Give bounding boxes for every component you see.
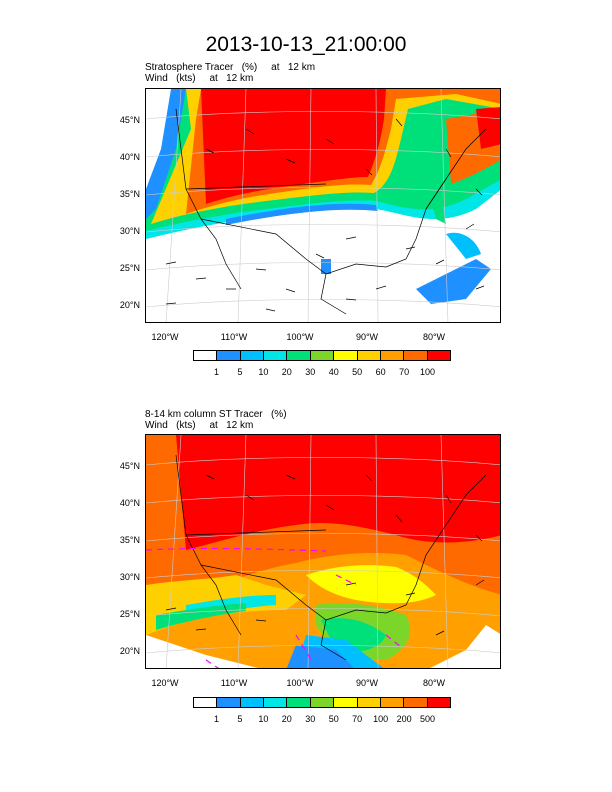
colorbar-cell: [240, 698, 265, 707]
colorbar-cell: [264, 351, 288, 360]
colorbar-cell: [217, 698, 241, 707]
colorbar-label: 1: [213, 367, 219, 377]
panel1-title: Stratosphere Tracer (%) at 12 km: [145, 62, 316, 73]
colorbar-label: 20: [281, 714, 292, 724]
colorbar-label: 50: [352, 367, 363, 377]
colorbar-cell: [334, 698, 358, 707]
colorbar-cell: [194, 351, 218, 360]
panel1-colorbar: [193, 350, 451, 361]
colorbar-label: 5: [237, 367, 243, 377]
panel1-map: [145, 88, 501, 323]
panel2-map-field: [146, 435, 500, 668]
colorbar-label: 500: [420, 714, 436, 724]
panel2-lat-label: 35°N: [119, 535, 140, 545]
colorbar-label: 100: [420, 367, 436, 377]
colorbar-label: 70: [399, 367, 410, 377]
panel2-title: 8-14 km column ST Tracer (%): [145, 409, 287, 420]
panel2-lon-label: 110°W: [220, 678, 248, 688]
colorbar-label: 30: [305, 367, 316, 377]
panel2-lat-label: 40°N: [119, 498, 140, 508]
colorbar-label: 1: [213, 714, 219, 724]
colorbar-cell: [380, 351, 405, 360]
panel2-lat-label: 25°N: [119, 609, 140, 619]
colorbar-label: 200: [396, 714, 412, 724]
colorbar-label: 5: [237, 714, 243, 724]
panel1-lat-label: 40°N: [119, 152, 140, 162]
panel2-colorbar: [193, 697, 451, 708]
colorbar-cell: [217, 351, 241, 360]
panel2-lat-label: 20°N: [119, 646, 140, 656]
colorbar-cell: [240, 351, 265, 360]
panel1-lon-label: 120°W: [151, 332, 179, 342]
colorbar-cell: [357, 351, 381, 360]
colorbar-label: 10: [258, 714, 269, 724]
colorbar-cell: [427, 698, 450, 707]
colorbar-label: 40: [328, 367, 339, 377]
panel1-lat-label: 20°N: [119, 300, 140, 310]
colorbar-cell: [334, 351, 358, 360]
colorbar-cell: [287, 698, 311, 707]
panel2-lon-label: 90°W: [355, 678, 379, 688]
panel1-lat-label: 25°N: [119, 263, 140, 273]
colorbar-cell: [380, 698, 405, 707]
colorbar-label: 60: [375, 367, 386, 377]
panel1-wind-label: Wind (kts) at 12 km: [145, 73, 254, 84]
panel2-lon-label: 120°W: [151, 678, 179, 688]
colorbar-label: 10: [258, 367, 269, 377]
panel2-lat-label: 45°N: [119, 461, 140, 471]
colorbar-cell: [310, 351, 335, 360]
panel1-lat-label: 35°N: [119, 189, 140, 199]
panel1-map-field: [146, 89, 500, 322]
colorbar-label: 50: [328, 714, 339, 724]
panel1-lon-label: 80°W: [422, 332, 446, 342]
panel1-lon-label: 90°W: [355, 332, 379, 342]
panel1-lat-label: 30°N: [119, 226, 140, 236]
colorbar-cell: [287, 351, 311, 360]
colorbar-cell: [427, 351, 450, 360]
panel2-map: [145, 434, 501, 669]
colorbar-cell: [310, 698, 335, 707]
colorbar-cell: [404, 351, 428, 360]
panel2-lon-label: 100°W: [286, 678, 314, 688]
colorbar-label: 70: [352, 714, 363, 724]
panel2-lon-label: 80°W: [422, 678, 446, 688]
colorbar-cell: [357, 698, 381, 707]
colorbar-label: 30: [305, 714, 316, 724]
panel1-lon-label: 100°W: [286, 332, 314, 342]
colorbar-label: 100: [373, 714, 389, 724]
colorbar-cell: [404, 698, 428, 707]
panel1-lon-label: 110°W: [220, 332, 248, 342]
colorbar-label: 20: [281, 367, 292, 377]
panel1-lat-label: 45°N: [119, 115, 140, 125]
page-title: 2013-10-13_21:00:00: [205, 33, 407, 56]
colorbar-cell: [264, 698, 288, 707]
panel2-lat-label: 30°N: [119, 572, 140, 582]
panel2-wind-label: Wind (kts) at 12 km: [145, 420, 254, 431]
colorbar-cell: [194, 698, 218, 707]
